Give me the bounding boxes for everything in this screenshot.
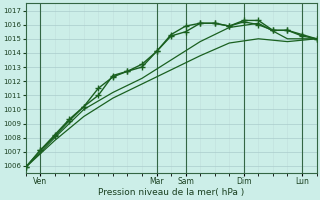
X-axis label: Pression niveau de la mer( hPa ): Pression niveau de la mer( hPa ) bbox=[98, 188, 244, 197]
